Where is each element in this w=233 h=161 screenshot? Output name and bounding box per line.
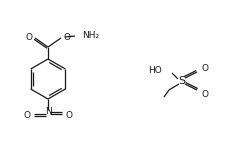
Text: O: O — [24, 110, 31, 119]
Text: N: N — [45, 108, 51, 117]
Text: O: O — [63, 33, 70, 42]
Text: HO: HO — [148, 66, 162, 75]
Text: O: O — [202, 63, 209, 72]
Text: S: S — [178, 76, 185, 86]
Text: O: O — [25, 33, 32, 42]
Text: NH₂: NH₂ — [82, 30, 99, 39]
Text: O: O — [202, 90, 209, 99]
Text: O: O — [65, 110, 72, 119]
